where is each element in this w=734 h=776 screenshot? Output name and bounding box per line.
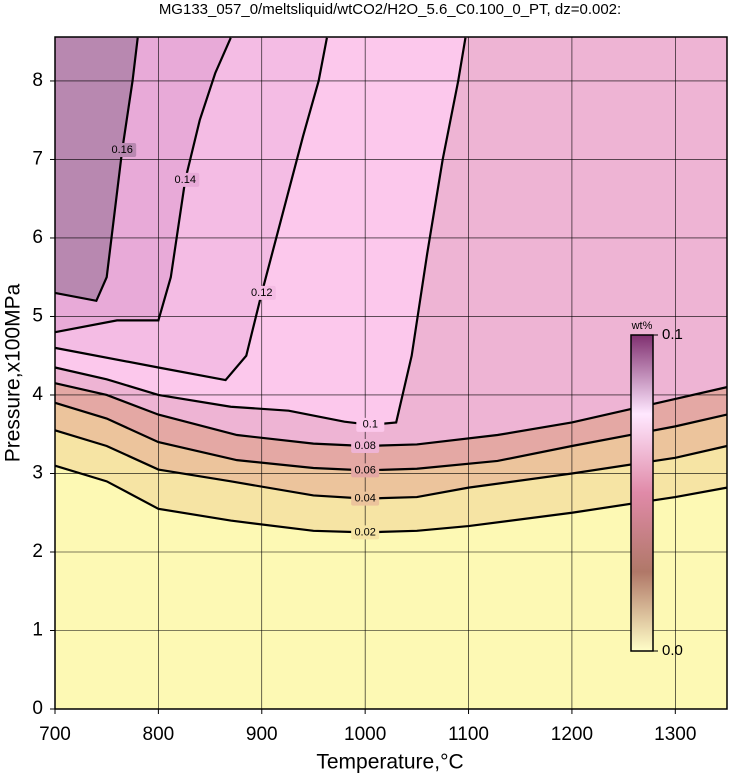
- colorbar-label: wt%: [631, 320, 653, 332]
- colorbar: [630, 334, 654, 652]
- x-tick-label: 1300: [654, 724, 696, 745]
- y-tick-label: 2: [32, 541, 43, 562]
- y-tick-label: 5: [32, 305, 43, 326]
- y-tick-label: 1: [32, 620, 43, 641]
- contour-label: 0.1: [363, 419, 378, 431]
- contour-label: 0.08: [354, 440, 375, 452]
- contour-label-bg: [351, 439, 380, 454]
- plot-frame: [54, 36, 728, 710]
- contour-fill: [55, 37, 138, 301]
- x-axis-label: Temperature,°C: [316, 751, 463, 774]
- contour-label: 0.04: [354, 493, 375, 505]
- y-axis-label: Pressure,x100MPa: [2, 283, 25, 462]
- y-tick-label: 4: [32, 384, 43, 405]
- x-tick-label: 700: [39, 724, 71, 745]
- contour-label-bg: [351, 491, 380, 506]
- contour-label-bg: [171, 172, 200, 187]
- x-tick-label: 1000: [344, 724, 386, 745]
- y-tick-label: 0: [32, 698, 43, 719]
- chart-title: MG133_057_0/meltsliquid/wtCO2/H2O_5.6_C0…: [159, 1, 621, 18]
- x-tick-label: 1100: [448, 724, 489, 745]
- contour-label-bg: [356, 417, 385, 432]
- contour-label: 0.14: [175, 174, 196, 186]
- contour-label-bg: [247, 285, 276, 300]
- y-tick-label: 3: [32, 463, 43, 484]
- y-tick-label: 6: [32, 227, 43, 248]
- x-tick-label: 1200: [551, 724, 593, 745]
- contour-label: 0.12: [251, 287, 272, 299]
- x-tick-label: 900: [246, 724, 278, 745]
- colorbar-tick-label: 0.0: [662, 642, 683, 659]
- contour-label: 0.02: [354, 526, 375, 538]
- contour-label-bg: [108, 143, 137, 158]
- contour-label-bg: [351, 525, 380, 540]
- contour-line: [54, 37, 139, 303]
- contour-label-bg: [351, 463, 380, 478]
- contour-label: 0.06: [354, 464, 375, 476]
- x-tick-label: 800: [143, 724, 175, 745]
- y-tick-label: 7: [32, 148, 43, 169]
- contour-label: 0.16: [111, 144, 132, 156]
- y-tick-label: 8: [32, 70, 43, 91]
- contour-line: [54, 37, 232, 334]
- colorbar-tick-label: 0.1: [662, 326, 683, 343]
